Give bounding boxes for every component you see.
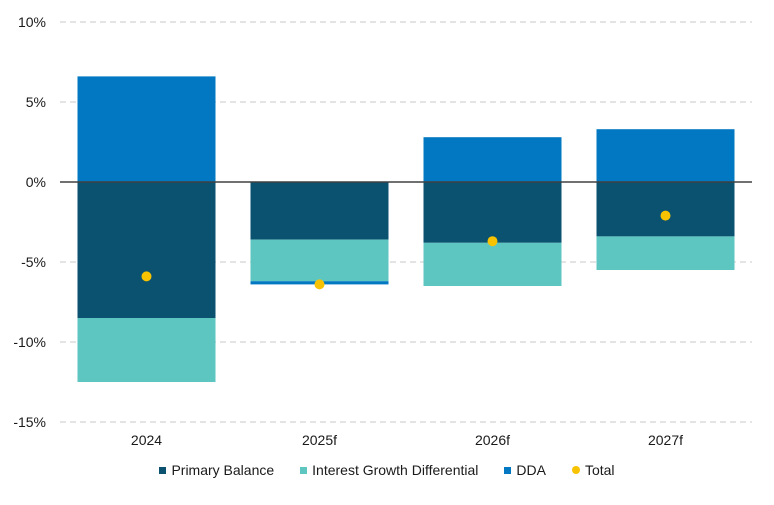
legend-item-interest-growth-differential: Interest Growth Differential xyxy=(300,462,478,478)
legend-label-total: Total xyxy=(584,462,615,478)
x-tick-label: 2024 xyxy=(131,432,162,448)
y-tick-label: 5% xyxy=(26,94,46,110)
total-marker xyxy=(487,236,498,247)
bar-interest-growth-differential xyxy=(423,242,562,286)
bar-interest-growth-differential xyxy=(250,239,389,282)
y-tick-label: -10% xyxy=(13,334,46,350)
legend-item-primary-balance: Primary Balance xyxy=(159,462,274,478)
x-tick-label: 2026f xyxy=(475,432,510,448)
chart: 10% 5% 0% -5% -10% -15% 2024 2025f 2026f 2027f xyxy=(13,14,752,448)
legend: Primary Balance Interest Growth Differen… xyxy=(0,462,774,478)
bar-primary-balance xyxy=(250,182,389,240)
legend-item-total: Total xyxy=(571,462,615,478)
legend-swatch-dda xyxy=(504,466,512,474)
bar-dda xyxy=(77,76,216,182)
legend-swatch-primary-balance xyxy=(159,466,167,474)
legend-label-primary-balance: Primary Balance xyxy=(171,462,275,478)
bar-primary-balance xyxy=(77,182,216,318)
bar-primary-balance xyxy=(596,182,735,237)
bar-dda xyxy=(596,129,735,182)
legend-label-interest-growth-differential: Interest Growth Differential xyxy=(312,462,479,478)
bar-interest-growth-differential xyxy=(596,236,735,270)
x-tick-label: 2025f xyxy=(302,432,337,448)
bar-dda xyxy=(423,137,562,182)
bar-interest-growth-differential xyxy=(77,318,216,382)
bar-primary-balance xyxy=(423,182,562,243)
total-marker xyxy=(660,210,671,221)
legend-swatch-interest-growth-differential xyxy=(300,466,308,474)
total-marker xyxy=(141,271,152,282)
total-marker xyxy=(314,279,325,290)
y-tick-label: 0% xyxy=(26,174,46,190)
y-tick-label: -5% xyxy=(21,254,46,270)
legend-label-dda: DDA xyxy=(516,462,546,478)
legend-item-dda: DDA xyxy=(504,462,546,478)
x-tick-label: 2027f xyxy=(648,432,683,448)
legend-marker-total xyxy=(571,466,580,474)
y-tick-label: -15% xyxy=(13,414,46,430)
y-tick-label: 10% xyxy=(18,14,46,30)
